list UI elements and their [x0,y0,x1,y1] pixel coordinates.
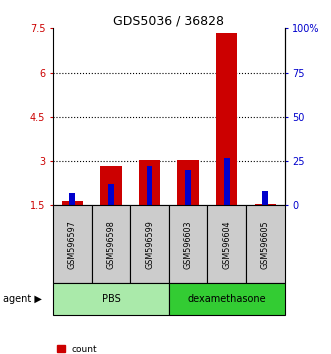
Bar [100,166,121,205]
Bar [208,205,246,283]
Bar [262,191,268,205]
Text: GSM596598: GSM596598 [106,220,116,269]
Bar [69,193,75,205]
Bar [62,201,83,205]
Legend: count, percentile rank within the sample: count, percentile rank within the sample [58,345,225,354]
Bar [147,166,153,205]
Title: GDS5036 / 36828: GDS5036 / 36828 [113,14,224,27]
Text: agent ▶: agent ▶ [3,294,42,304]
Text: dexamethasone: dexamethasone [187,294,266,304]
Bar [224,158,230,205]
Text: GSM596597: GSM596597 [68,220,77,269]
Text: GSM596604: GSM596604 [222,220,231,269]
Bar [130,205,169,283]
Text: PBS: PBS [102,294,120,304]
Bar [139,160,160,205]
Bar [92,205,130,283]
Text: GSM596605: GSM596605 [261,220,270,269]
Bar [216,33,237,205]
Bar [108,184,114,205]
Bar [169,283,285,315]
Text: GSM596603: GSM596603 [184,220,193,269]
Bar [169,205,208,283]
Text: GSM596599: GSM596599 [145,220,154,269]
Bar [177,160,199,205]
Bar [53,205,92,283]
Bar [255,204,276,205]
Bar [53,283,169,315]
Bar [185,170,191,205]
Bar [246,205,285,283]
